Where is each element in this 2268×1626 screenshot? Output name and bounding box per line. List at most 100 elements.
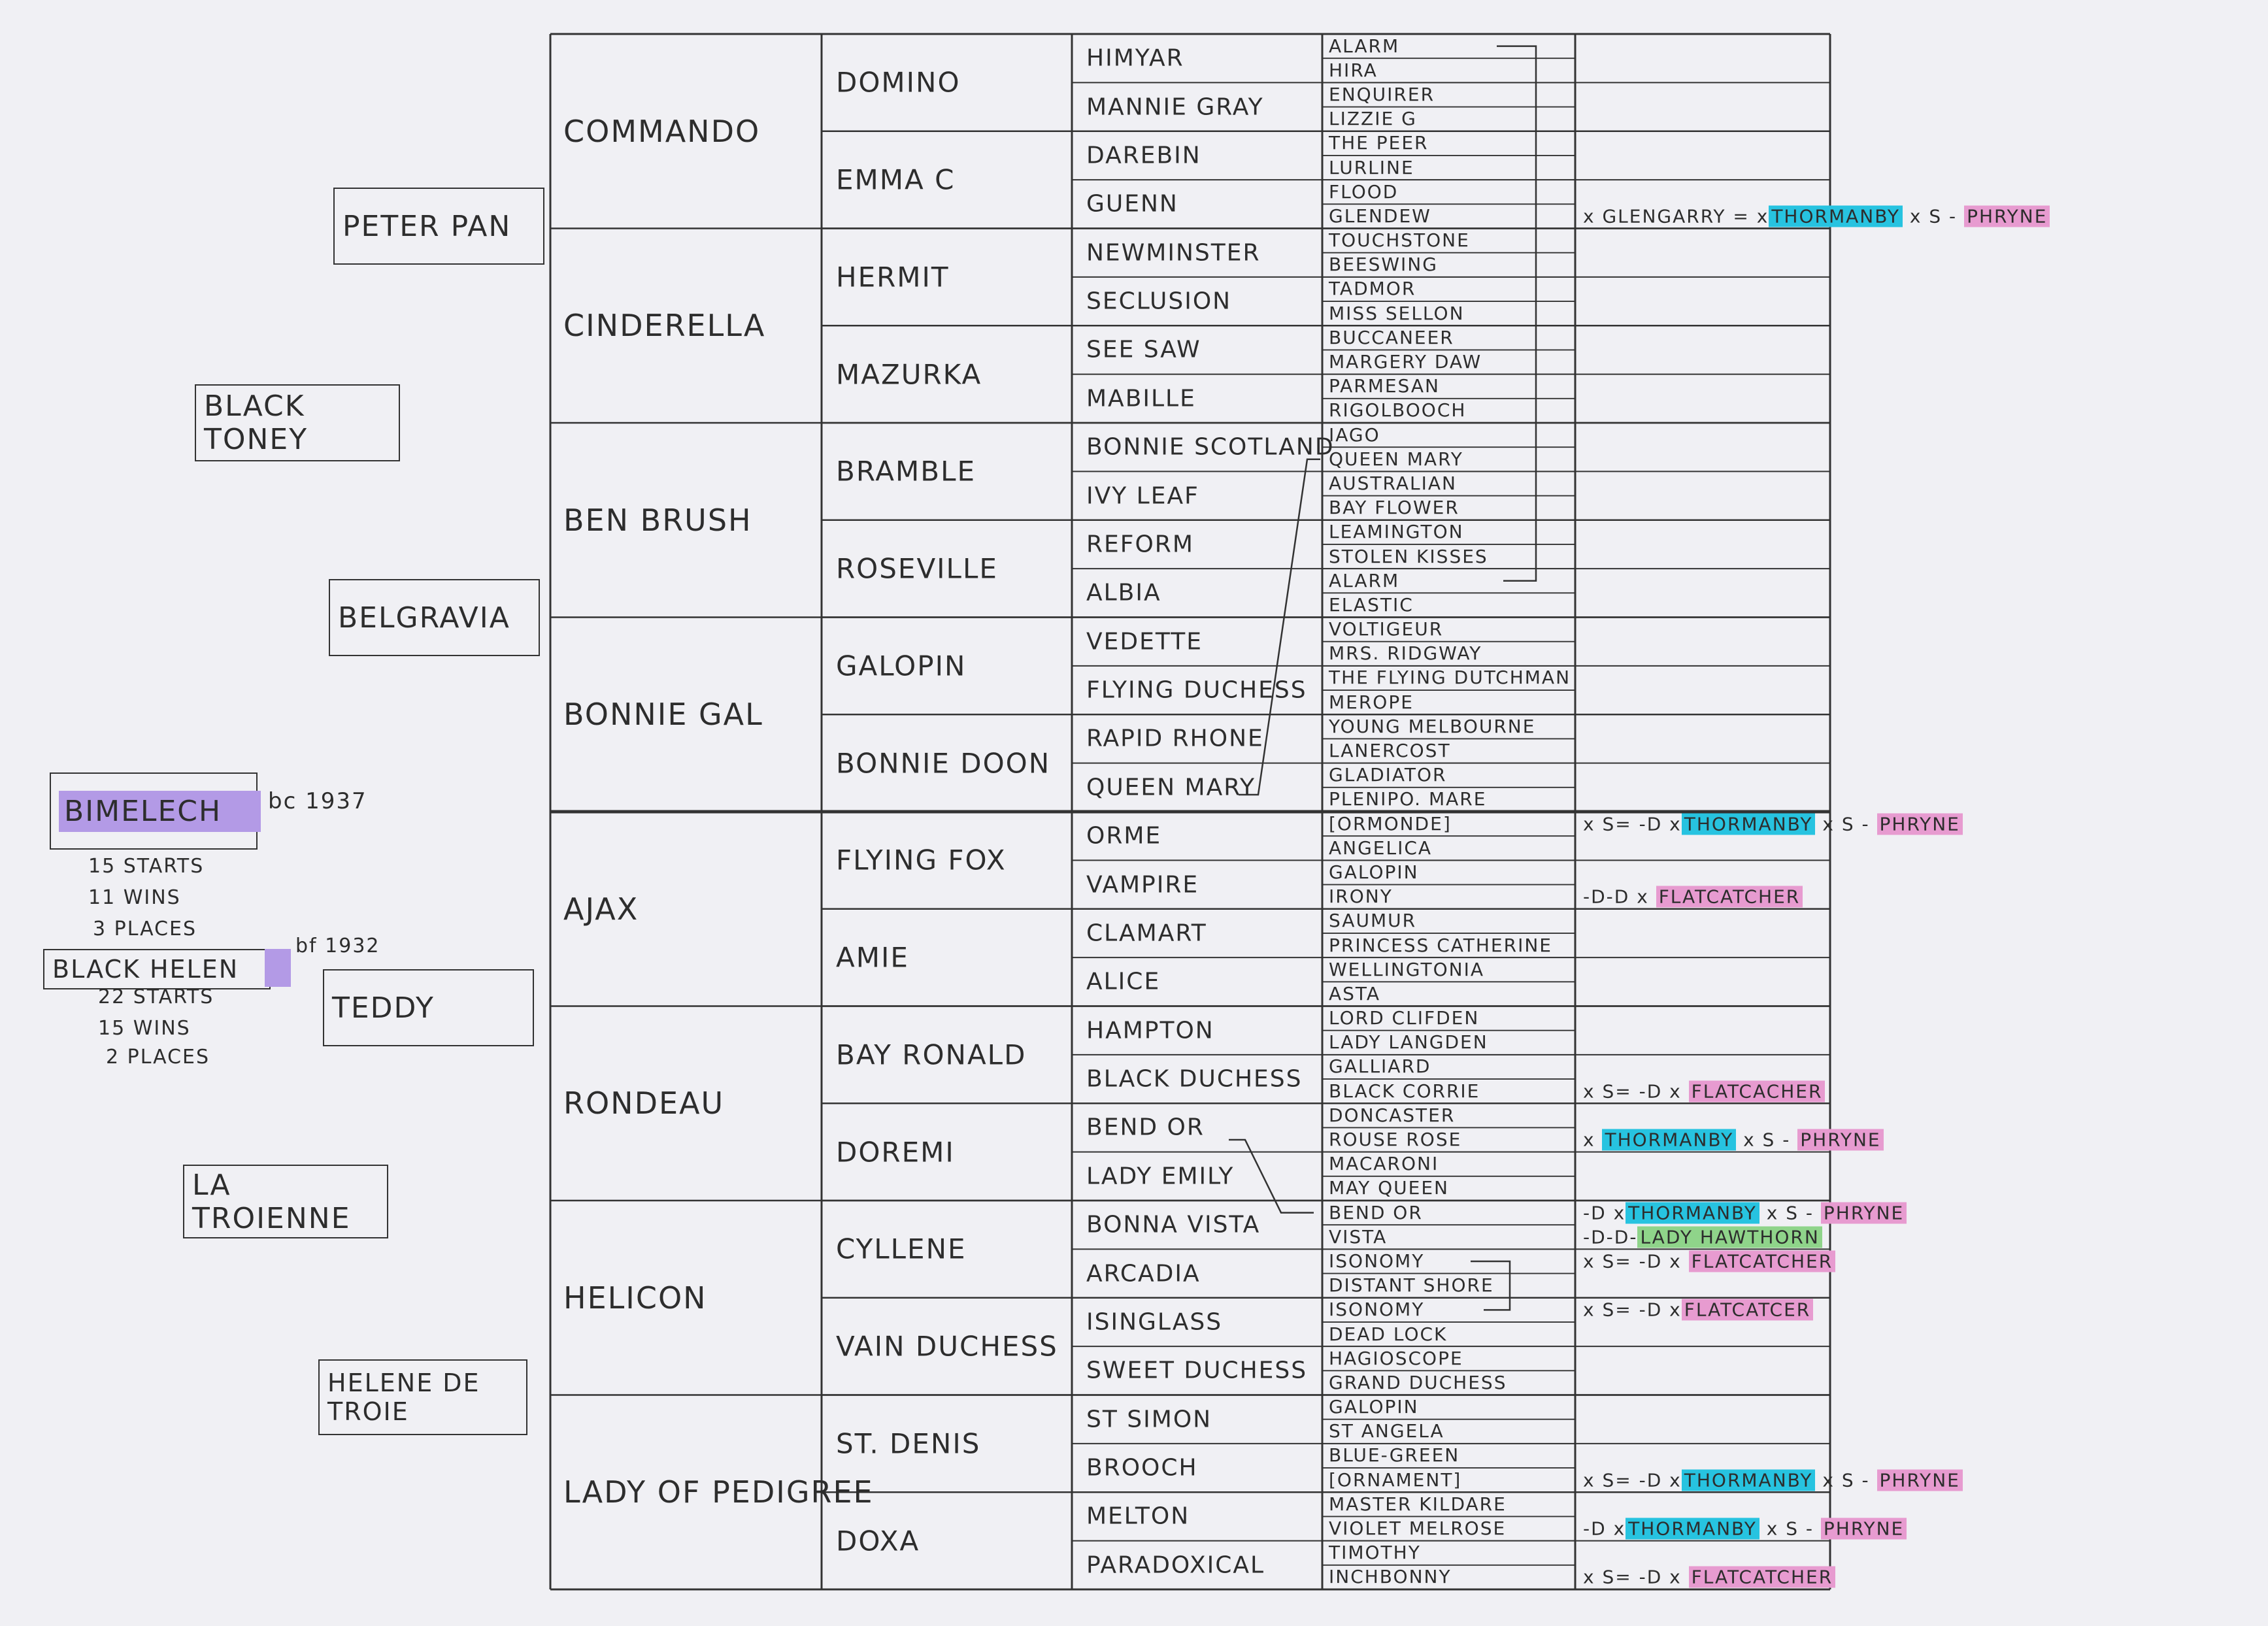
note-text: x S= -D x (1583, 1080, 1689, 1103)
sire-box: PETER PAN (333, 188, 544, 265)
pedigree-gen1-entry: BEN BRUSH (563, 502, 752, 538)
note-text: x S= -D x (1583, 1469, 1682, 1491)
note-text: x S - (1759, 1518, 1821, 1540)
pedigree-gen4-entry: MAY QUEEN (1329, 1177, 1450, 1199)
sibling-birth: bf 1932 (295, 935, 380, 957)
inbreeding-note: -D-D- LADY HAWTHORN (1583, 1226, 1822, 1248)
pedigree-gen4-entry: LADY LANGDEN (1329, 1031, 1488, 1054)
note-text: -D x (1583, 1518, 1626, 1540)
highlighted-ancestor: FLATCATCHER (1688, 1250, 1836, 1272)
inbreeding-note: x S= -D x FLATCATCER (1583, 1299, 1814, 1321)
note-text: x S - (1759, 1202, 1821, 1224)
pedigree-gen3-entry: ST SIMON (1086, 1406, 1212, 1433)
subject-birth: bc 1937 (268, 788, 367, 814)
highlighted-ancestor: THORMANBY (1681, 813, 1816, 835)
note-text: x S= -D x (1583, 1250, 1689, 1272)
highlighted-ancestor: FLATCATCER (1681, 1299, 1814, 1321)
pedigree-gen2-entry: MAZURKA (836, 358, 982, 391)
pedigree-gen1-entry: LADY OF PEDIGREE (563, 1474, 874, 1510)
inbreeding-note: x S= -D x FLATCATCHER (1583, 1250, 1836, 1272)
pedigree-gen4-entry: [ORNAMENT] (1329, 1468, 1462, 1491)
pedigree-gen2-entry: BONNIE DOON (836, 747, 1051, 780)
pedigree-gen3-entry: RAPID RHONE (1086, 725, 1264, 752)
note-text: x (1583, 1129, 1603, 1151)
pedigree-gen3-entry: QUEEN MARY (1086, 774, 1256, 801)
pedigree-gen4-entry: BUCCANEER (1329, 326, 1454, 348)
pedigree-gen4-entry: ISONOMY (1329, 1299, 1425, 1321)
pedigree-gen4-entry: BEESWING (1329, 254, 1438, 276)
pedigree-gen4-entry: HIRA (1329, 59, 1378, 81)
pedigree-gen4-entry: LIZZIE G (1329, 108, 1417, 130)
pedigree-gen4-entry: VOLTIGEUR (1329, 618, 1444, 640)
subject-name: BIMELECH (59, 790, 261, 832)
highlighted-ancestor: PHRYNE (1964, 205, 2050, 227)
inbreeding-note: x S= -D x THORMANBY x S - PHRYNE (1583, 813, 1963, 835)
inbreeding-note: x S= -D x THORMANBY x S - PHRYNE (1583, 1469, 1963, 1491)
pedigree-gen4-entry: ENQUIRER (1329, 83, 1435, 105)
connector-line (1471, 1260, 1511, 1311)
pedigree-gen4-entry: ELASTIC (1329, 593, 1414, 616)
note-text: x S= -D x (1583, 1566, 1689, 1588)
pedigree-gen3-entry: IVY LEAF (1086, 482, 1199, 510)
note-text: x GLENGARRY = x (1583, 205, 1769, 227)
subject-places: 3 PLACES (93, 918, 197, 940)
pedigree-gen1-entry: RONDEAU (563, 1086, 725, 1121)
pedigree-gen4-entry: PLENIPO. MARE (1329, 788, 1487, 810)
pedigree-gen1-entry: COMMANDO (563, 113, 761, 149)
pedigree-gen3-entry: BEND OR (1086, 1114, 1205, 1141)
inbreeding-note: x S= -D x FLATCATCHER (1583, 1566, 1836, 1588)
pedigree-gen3-entry: VAMPIRE (1086, 871, 1199, 899)
note-text: x S= -D x (1583, 1299, 1682, 1321)
pedigree-gen4-entry: PRINCESS CATHERINE (1329, 934, 1552, 956)
pedigree-gen4-entry: MACARONI (1329, 1153, 1439, 1175)
pedigree-gen4-entry: MEROPE (1329, 691, 1414, 713)
highlighted-ancestor: PHRYNE (1876, 813, 1963, 835)
grandsire-name: BLACK TONEY (204, 390, 309, 456)
pedigree-gen3-entry: HIMYAR (1086, 44, 1184, 72)
pedigree-gen4-entry: [ORMONDE] (1329, 812, 1452, 835)
sibling-places: 2 PLACES (106, 1046, 210, 1069)
note-text: -D-D x (1583, 886, 1656, 908)
pedigree-gen4-entry: THE FLYING DUTCHMAN (1329, 667, 1571, 689)
grandsire-box: BLACK TONEY (195, 384, 400, 461)
pedigree-gen3-entry: PARADOXICAL (1086, 1551, 1265, 1579)
pedigree-gen4-entry: ALARM (1329, 35, 1400, 57)
pedigree-gen2-entry: BRAMBLE (836, 455, 976, 488)
sire-name: PETER PAN (342, 209, 512, 243)
pedigree-gen2-entry: BAY RONALD (836, 1038, 1027, 1071)
inbreeding-note: x GLENGARRY = x THORMANBY x S - PHRYNE (1583, 205, 2050, 227)
granddam-box: BELGRAVIA (329, 579, 540, 656)
pedigree-gen4-entry: GLADIATOR (1329, 764, 1447, 786)
connector-line (1497, 45, 1537, 582)
dam-box: LA TROIENNE (183, 1165, 388, 1238)
pedigree-gen4-entry: DEAD LOCK (1329, 1323, 1448, 1345)
pedigree-gen3-entry: BROOCH (1086, 1454, 1198, 1482)
pedigree-gen4-entry: BLUE-GREEN (1329, 1444, 1460, 1467)
note-text: x S - (1815, 1469, 1877, 1491)
note-text: -D x (1583, 1202, 1626, 1224)
highlighted-ancestor: FLATCATCHER (1688, 1566, 1836, 1588)
pedigree-gen4-entry: BAY FLOWER (1329, 497, 1459, 519)
pedigree-gen3-entry: DAREBIN (1086, 142, 1201, 169)
pedigree-gen4-entry: INCHBONNY (1329, 1566, 1452, 1588)
highlighted-ancestor: PHRYNE (1820, 1202, 1907, 1224)
pedigree-gen3-entry: LADY EMILY (1086, 1163, 1235, 1190)
highlighted-ancestor: PHRYNE (1876, 1469, 1963, 1491)
pedigree-gen3-entry: SWEET DUCHESS (1086, 1357, 1308, 1384)
subject-box: BIMELECH (50, 772, 261, 850)
pedigree-gen3-entry: VEDETTE (1086, 628, 1203, 655)
pedigree-gen4-entry: QUEEN MARY (1329, 448, 1463, 470)
highlighted-ancestor: THORMANBY (1769, 205, 1903, 227)
pedigree-gen2-entry: DOMINO (836, 66, 961, 99)
connector-line (1239, 458, 1320, 796)
pedigree-gen4-entry: DONCASTER (1329, 1104, 1456, 1126)
pedigree-gen4-entry: HAGIOSCOPE (1329, 1347, 1463, 1369)
pedigree-gen2-entry: CYLLENE (836, 1233, 967, 1265)
pedigree-gen4-entry: STOLEN KISSES (1329, 545, 1488, 567)
pedigree-gen4-entry: PARMESAN (1329, 375, 1440, 397)
pedigree-gen3-entry: MELTON (1086, 1502, 1190, 1530)
highlighted-ancestor: THORMANBY (1626, 1202, 1759, 1224)
pedigree-gen4-entry: DISTANT SHORE (1329, 1274, 1494, 1297)
pedigree-gen3-entry: NEWMINSTER (1086, 239, 1261, 267)
pedigree-gen3-entry: ALBIA (1086, 579, 1161, 606)
